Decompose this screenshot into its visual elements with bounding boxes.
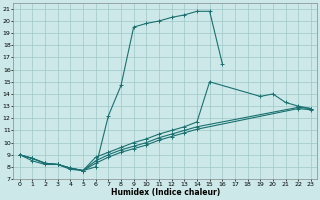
X-axis label: Humidex (Indice chaleur): Humidex (Indice chaleur) (111, 188, 220, 197)
